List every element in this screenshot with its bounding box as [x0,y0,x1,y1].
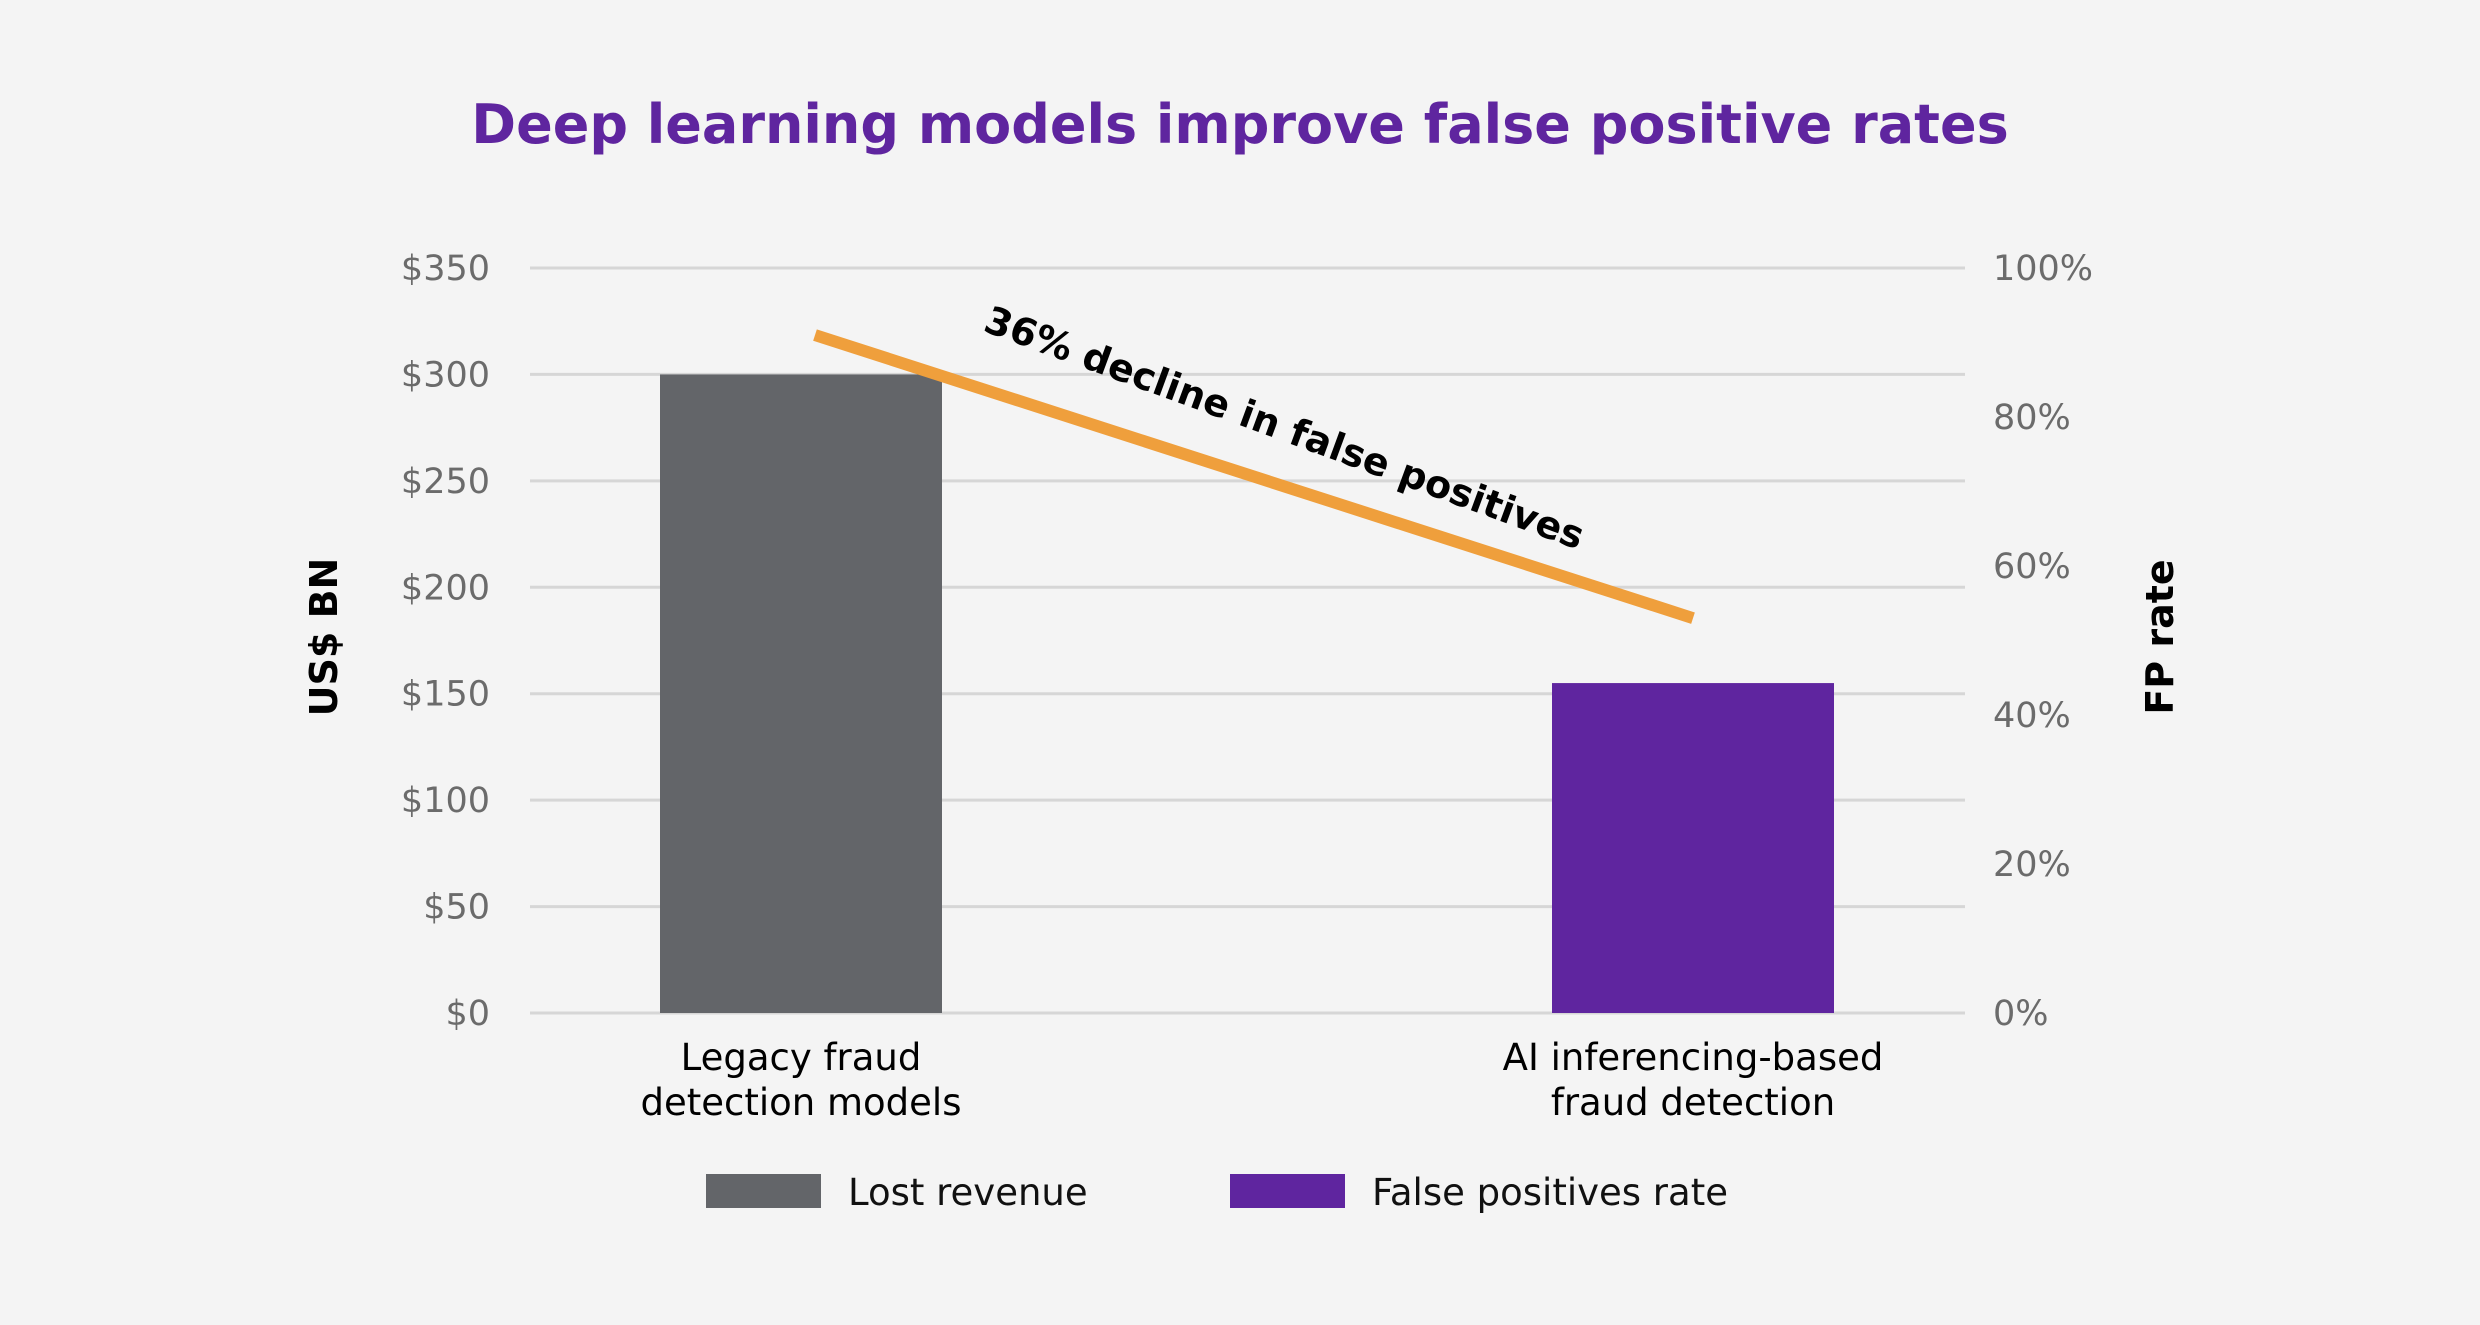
category-label: fraud detection [1551,1081,1835,1124]
y-tick-label: $350 [401,249,490,289]
bar-ai [1552,683,1834,1013]
legend-swatch [1230,1174,1345,1208]
y-tick-label: $0 [445,994,490,1034]
bars [660,374,1834,1013]
category-label: detection models [641,1081,962,1124]
legend: Lost revenue False positives rate [706,1171,1728,1214]
y2-tick-label: 40% [1993,696,2071,736]
right-axis-ticks: 0% 20% 40% 60% 80% 100% [1993,249,2093,1034]
legend-swatch [706,1174,821,1208]
y2-axis-label: FP rate [2138,559,2182,714]
y-tick-label: $100 [401,781,490,821]
legend-label: False positives rate [1372,1171,1728,1214]
left-axis-ticks: $0 $50 $100 $150 $200 $250 $300 $350 [401,249,490,1034]
category-label: Legacy fraud [681,1036,922,1079]
decline-annotation: 36% decline in false positives [979,297,1590,558]
y2-tick-label: 0% [1993,994,2049,1034]
y-tick-label: $200 [401,568,490,608]
chart-title: Deep learning models improve false posit… [471,93,2008,156]
y2-tick-label: 100% [1993,249,2093,289]
y-tick-label: $250 [401,462,490,502]
y2-tick-label: 60% [1993,547,2071,587]
y-tick-label: $50 [423,888,490,928]
y-axis-label: US$ BN [302,558,346,717]
y2-tick-label: 20% [1993,845,2071,885]
category-label: AI inferencing-based [1503,1036,1884,1079]
y-tick-label: $300 [401,355,490,395]
y2-tick-label: 80% [1993,398,2071,438]
trend-line-group [813,329,1695,624]
trend-line [813,329,1695,624]
legend-label: Lost revenue [848,1171,1088,1214]
bar-legacy [660,374,942,1013]
y-tick-label: $150 [401,675,490,715]
